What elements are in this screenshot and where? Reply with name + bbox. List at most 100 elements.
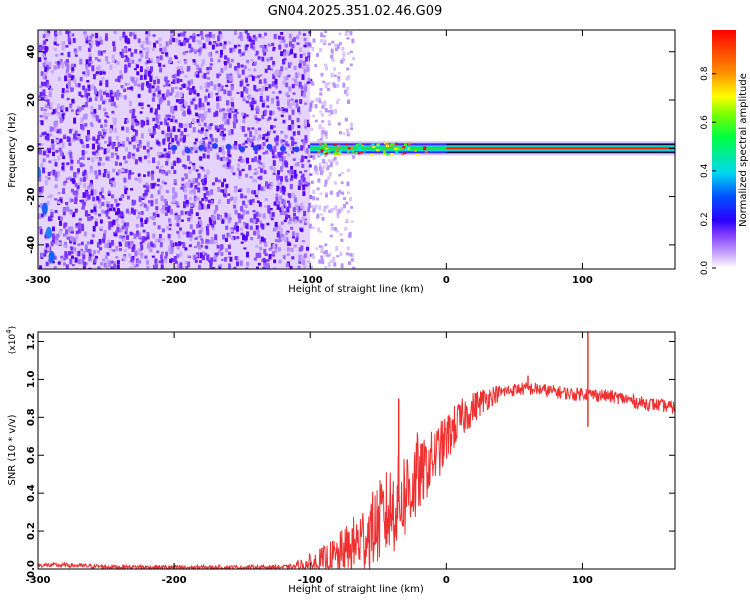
noise-cell <box>126 137 130 142</box>
noise-cell <box>265 48 269 52</box>
noise-cell <box>171 115 175 119</box>
noise-cell <box>252 34 256 39</box>
noise-cell <box>224 237 228 242</box>
fade-cell <box>339 233 343 237</box>
fade-cell <box>310 180 314 185</box>
noise-cell <box>300 90 304 97</box>
noise-cell <box>86 97 90 103</box>
fade-cell <box>338 42 342 46</box>
noise-cell <box>242 142 246 146</box>
noise-cell <box>278 90 282 94</box>
noise-cell <box>165 41 169 47</box>
noise-cell <box>165 122 169 126</box>
noise-cell <box>254 150 258 154</box>
noise-cell <box>279 227 283 233</box>
noise-cell <box>217 35 221 42</box>
noise-cell <box>91 234 95 238</box>
fade-cell <box>327 159 331 163</box>
noise-cell <box>298 111 302 115</box>
noise-cell <box>262 258 266 261</box>
noise-cell <box>258 127 262 131</box>
fade-cell <box>347 168 351 172</box>
noise-cell <box>249 74 253 77</box>
fade-cell <box>318 245 322 248</box>
noise-cell <box>234 145 238 150</box>
noise-cell <box>182 33 186 37</box>
fade-cell <box>329 162 333 168</box>
noise-cell <box>285 263 289 268</box>
fade-cell <box>315 97 319 102</box>
noise-cell <box>67 51 71 58</box>
noise-cell <box>139 111 143 114</box>
noise-cell <box>228 159 232 164</box>
noise-cell <box>307 207 311 213</box>
noise-cell <box>104 255 108 260</box>
noise-cell <box>159 121 163 125</box>
noise-cell <box>177 33 181 37</box>
fade-cell <box>336 211 340 216</box>
noise-cell <box>122 156 126 160</box>
noise-cell <box>83 231 87 237</box>
noise-cell <box>167 170 171 174</box>
noise-cell <box>128 48 132 52</box>
fade-cell <box>346 181 350 187</box>
noise-cell <box>85 174 89 180</box>
noise-cell <box>41 53 45 57</box>
colorbar-tick-label: 0.4 <box>700 163 710 178</box>
noise-cell <box>248 143 252 146</box>
noise-cell <box>299 47 303 52</box>
noise-cell <box>207 36 211 43</box>
noise-cell <box>256 229 260 235</box>
noise-cell <box>47 113 51 116</box>
noise-cell <box>271 149 275 155</box>
fade-cell <box>346 52 350 55</box>
fade-cell <box>321 105 325 109</box>
noise-cell <box>294 163 298 167</box>
noise-cell <box>121 126 125 131</box>
noise-cell <box>149 173 153 176</box>
noise-cell <box>278 235 282 242</box>
noise-cell <box>308 107 312 112</box>
noise-cell <box>108 98 112 103</box>
noise-cell <box>167 114 171 118</box>
noise-cell <box>131 153 135 156</box>
noise-cell <box>219 216 223 221</box>
noise-cell <box>304 135 308 141</box>
noise-cell <box>300 228 304 232</box>
noise-cell <box>176 223 180 227</box>
noise-cell <box>288 33 292 39</box>
noise-cell <box>42 34 46 39</box>
noise-cell <box>44 71 48 76</box>
carrier-peak-cell <box>372 146 376 148</box>
noise-cell <box>247 199 251 204</box>
noise-cell <box>207 77 210 80</box>
fade-cell <box>346 87 350 91</box>
noise-cell <box>226 79 230 83</box>
fade-cell <box>315 197 319 201</box>
noise-cell <box>173 169 177 174</box>
noise-cell <box>131 59 135 64</box>
noise-cell <box>87 157 91 161</box>
noise-cell <box>278 259 282 264</box>
noise-cell <box>196 64 199 68</box>
noise-cell <box>223 41 227 45</box>
noise-cell <box>89 39 93 42</box>
noise-cell <box>121 142 125 147</box>
noise-cell <box>119 248 122 252</box>
noise-cell <box>74 51 78 55</box>
noise-cell <box>277 225 281 231</box>
noise-cell <box>154 108 158 115</box>
noise-cell <box>190 146 194 151</box>
noise-cell <box>166 225 170 230</box>
noise-cell <box>186 38 189 43</box>
carrier-peak-cell <box>323 152 327 155</box>
noise-cell <box>141 82 145 85</box>
noise-cell <box>157 114 161 120</box>
noise-cell <box>173 266 177 269</box>
fade-cell <box>330 208 334 213</box>
noise-cell <box>58 216 62 221</box>
noise-cell <box>172 199 176 203</box>
carrier-peak-cell <box>414 149 418 152</box>
noise-cell <box>212 215 216 220</box>
noise-cell <box>155 40 159 44</box>
